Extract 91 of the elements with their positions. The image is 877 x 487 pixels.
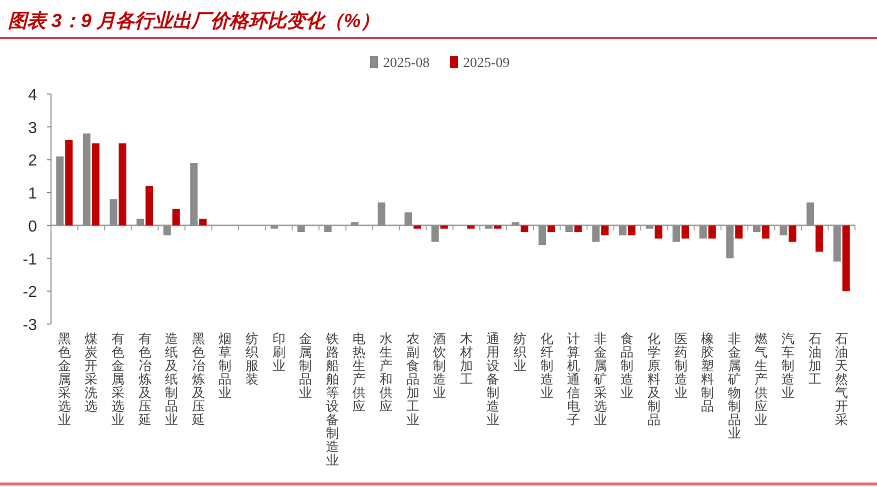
y-tick-label: -3 [22,317,38,334]
bar [780,225,788,236]
x-tick-label: 酒饮制造业 [432,331,446,400]
x-tick-label: 汽车制造业 [782,331,794,400]
bar [538,225,546,246]
x-tick-label: 通用设备制造业 [486,331,500,427]
bar [735,225,743,239]
category-label: 铁路船舶等设备制造业 [326,331,339,468]
bar [833,225,841,262]
bar [574,225,582,232]
bar [548,225,556,232]
y-tick-label: 1 [28,186,38,203]
x-tick-label: 农副食品加工业 [406,331,420,427]
x-tick-label: 电热生产供应 [352,331,366,414]
y-tick-label: -1 [22,251,38,268]
bar [699,225,707,239]
bar [92,143,100,226]
bar [190,163,198,226]
bar [520,225,528,232]
x-tick-label: 纺织业 [514,331,526,373]
y-tick-label: 0 [28,218,38,236]
x-tick-label: 医药制造业 [674,331,688,400]
x-tick-label: 水生产和供应 [380,331,392,414]
bar [628,225,636,236]
x-tick-label: 有色冶炼及压延 [137,331,152,427]
bar [270,225,278,229]
x-tick-label: 有色金属采选业 [112,331,124,427]
bar [708,225,716,239]
bar [484,225,492,229]
bar [592,225,600,242]
bar [816,225,824,252]
x-tick-label: 食品制造业 [620,331,634,400]
bar [324,225,332,232]
x-tick-label: 石油天然气开采 [835,331,848,427]
bar [163,225,171,236]
bar [752,225,760,232]
bar [414,225,422,229]
bar [56,156,64,226]
x-tick-label: 计算机通信电子 [567,331,580,427]
x-tick-label: 木材加工 [458,331,473,386]
legend-label: 2025-08 [383,56,430,71]
y-tick-label: 4 [28,87,38,104]
bar [65,140,73,226]
bar [172,209,180,226]
bar [842,225,850,292]
bar [404,212,412,226]
bar [618,225,626,236]
bar [118,143,126,226]
bar [565,225,573,232]
bar [494,225,502,229]
y-tick-label: 3 [28,120,38,137]
bar [82,133,90,226]
bar [601,225,609,236]
bar [378,202,386,226]
bar [806,202,814,226]
bar [110,199,118,226]
x-tick-label: 燃气生产供应业 [754,331,768,427]
chart-title: 图表 3：9 月各行业出厂价格环比变化（%） [8,10,380,32]
y-tick-label: 2 [28,152,38,170]
bar [350,222,358,226]
y-tick-label: -2 [22,284,38,302]
x-tick-label: 金属制品业 [299,331,312,400]
bar [136,218,144,226]
bar [512,222,520,226]
bar [431,225,439,242]
x-tick-label: 非金属矿采选业 [592,331,607,427]
legend-label: 2025-09 [463,56,510,71]
x-tick-label: 造纸及纸制品业 [165,331,178,427]
bar [440,225,448,229]
x-tick-label: 橡胶塑料制品 [701,331,714,414]
bar [682,225,690,239]
x-tick-label: 烟草制品业 [218,331,232,400]
bar [672,225,680,242]
x-tick-label: 石油加工 [808,331,822,386]
x-tick-label: 化学原料及制品 [648,331,660,427]
bar [297,225,305,232]
bar [199,218,207,226]
bar [654,225,662,239]
bar [467,225,475,229]
bar [726,225,734,258]
x-tick-label: 煤炭开采洗选 [84,331,98,414]
x-tick-label: 非金属矿物制品业 [726,331,741,440]
bar [762,225,770,239]
x-tick-label: 黑色冶炼及压延 [190,331,205,427]
x-tick-label: 黑色金属采选业 [58,331,71,427]
bar [146,186,154,226]
x-tick-label: 印刷业 [272,331,286,373]
x-tick-label: 纺织服装 [246,331,258,386]
bar [646,225,654,229]
bar [788,225,796,242]
x-tick-label: 化纤制造业 [540,331,554,400]
